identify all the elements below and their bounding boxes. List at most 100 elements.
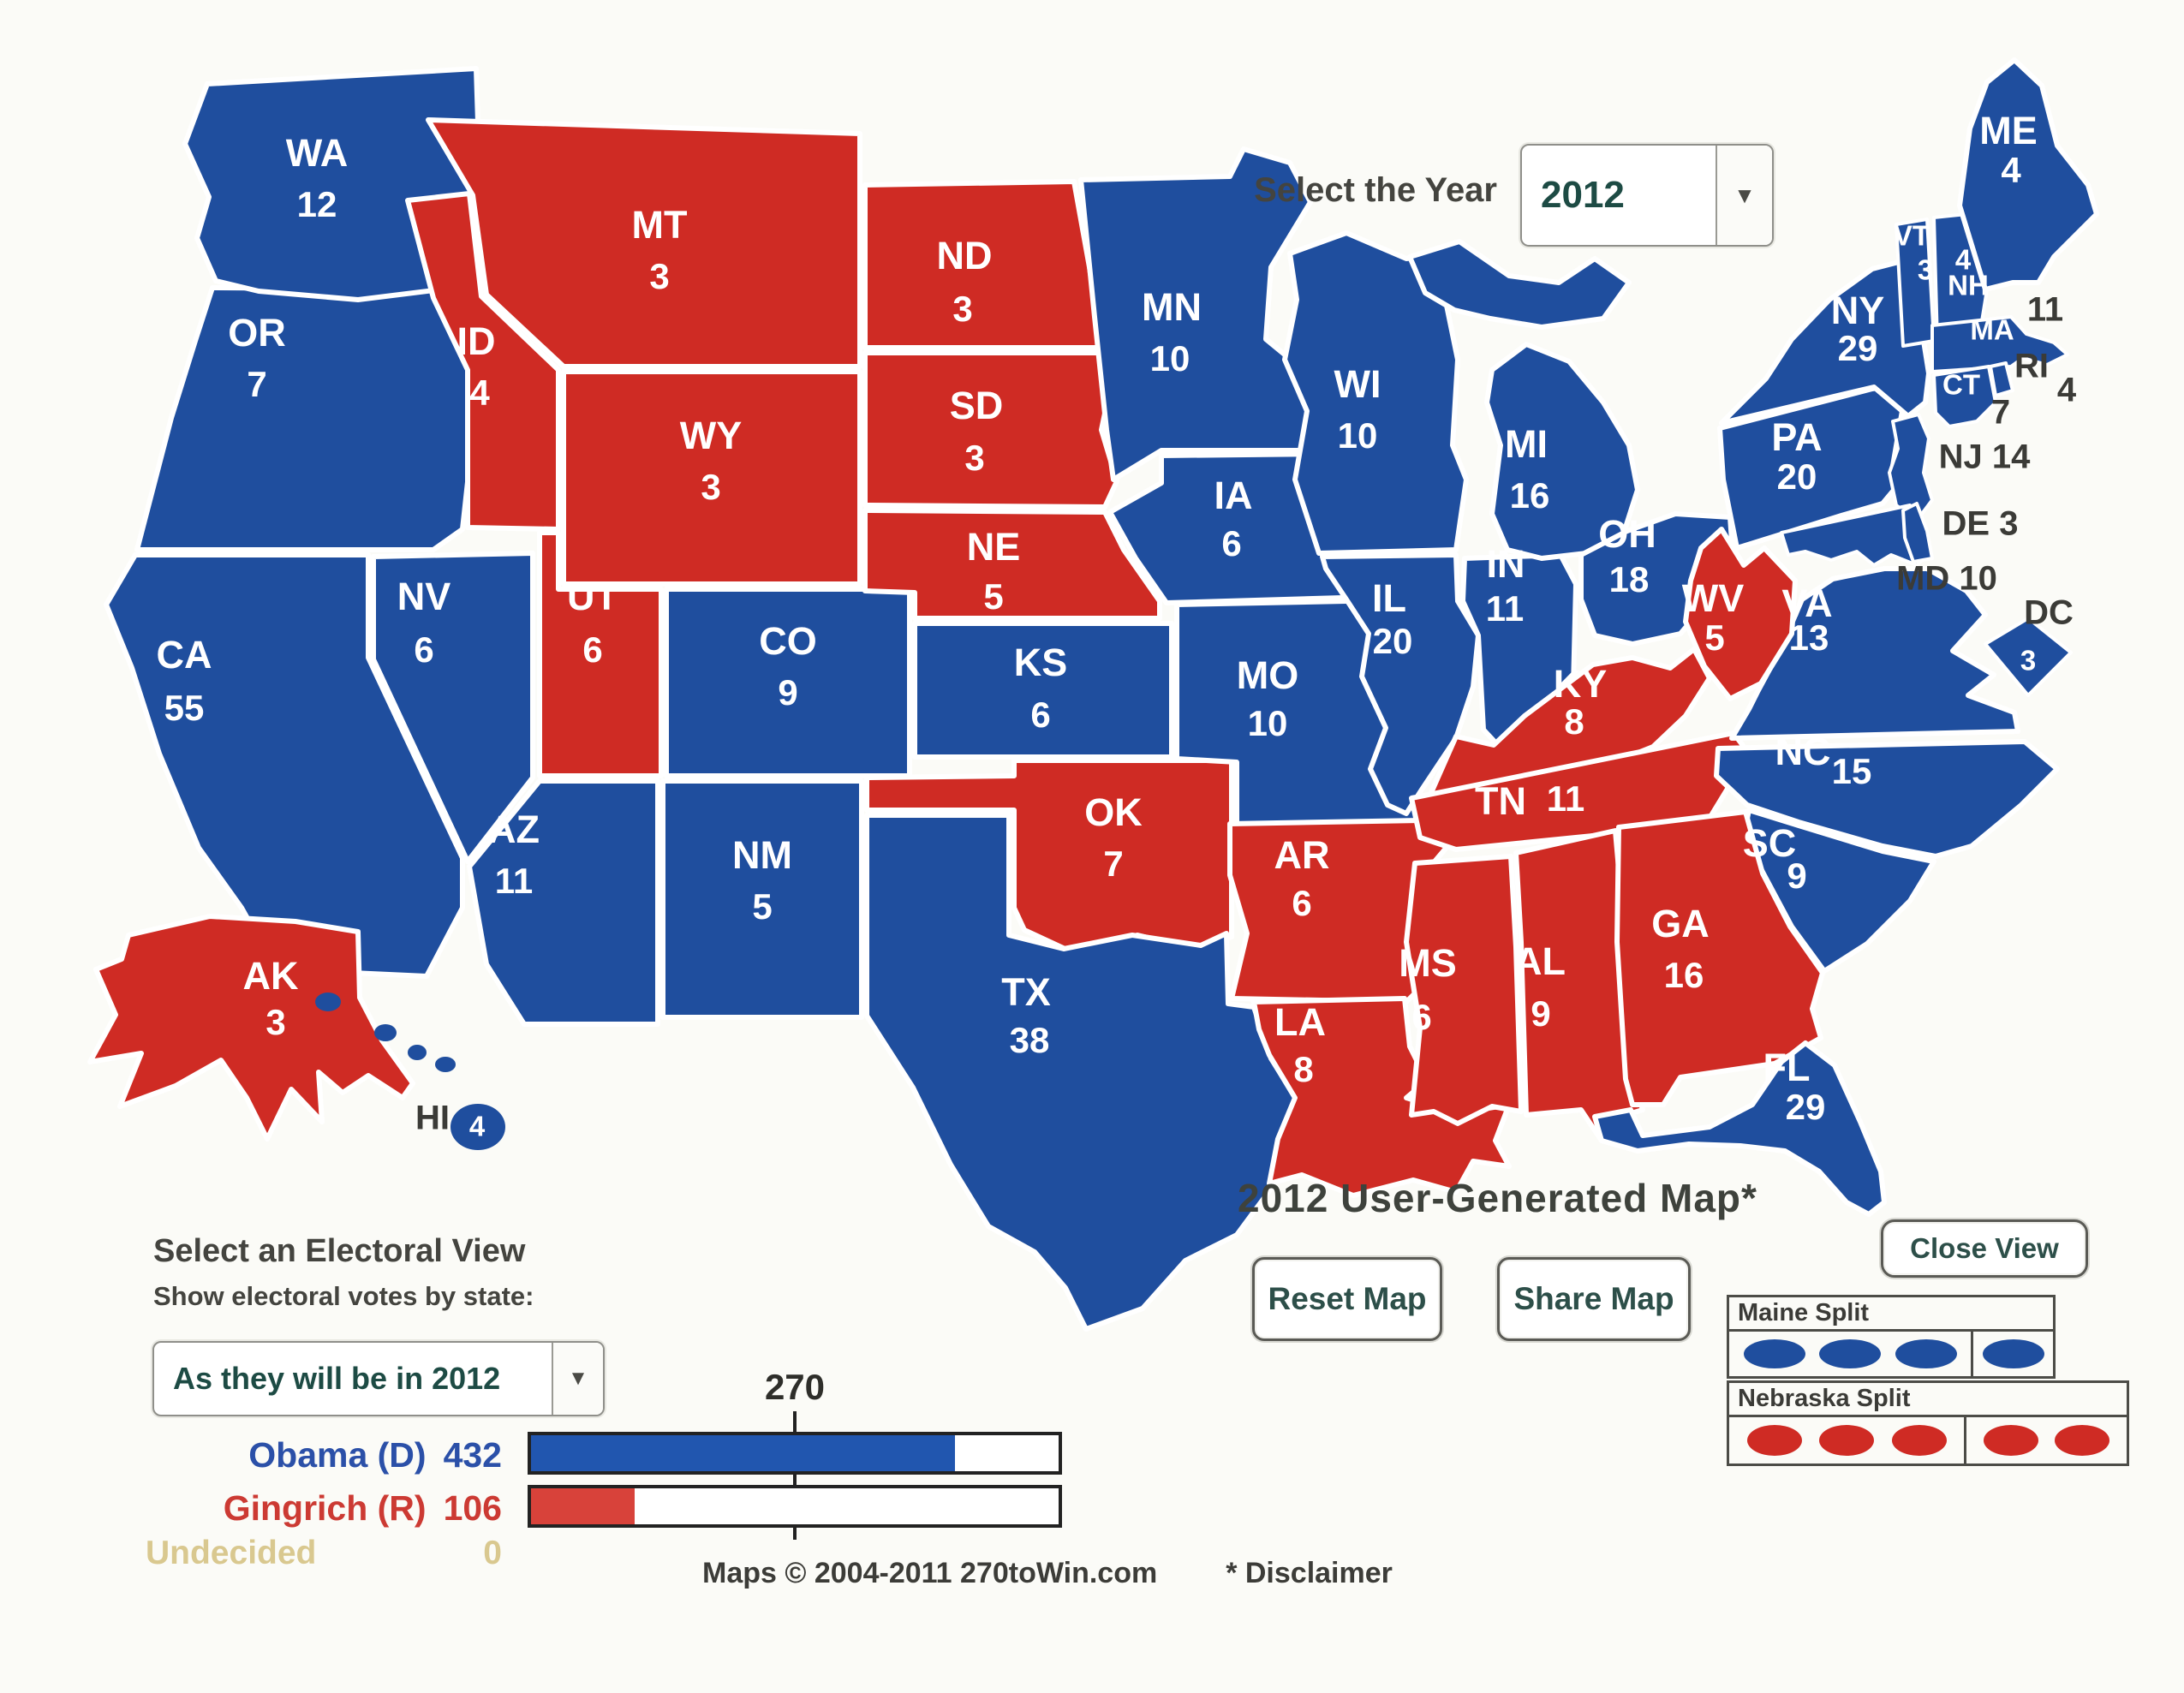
district-oval[interactable]: [1983, 1425, 2038, 1456]
nebraska-split-label: Nebraska Split: [1729, 1383, 2127, 1417]
state-KS[interactable]: [912, 621, 1174, 760]
state-votes-LA: 8: [1293, 1049, 1313, 1089]
state-RI[interactable]: [1989, 361, 2014, 397]
state-votes-WI: 10: [1338, 415, 1378, 456]
state-label-WI: WI: [1334, 362, 1381, 406]
chart-row-obama-d-: Obama (D) 432: [146, 1435, 502, 1475]
candidate-name: Undecided: [146, 1535, 317, 1571]
outside-label-7: 7: [1991, 394, 2010, 432]
state-label-AZ: AZ: [488, 808, 540, 851]
electoral-view-dropdown-arrow-icon[interactable]: ▼: [552, 1343, 603, 1415]
state-label-NC: NC: [1775, 730, 1831, 773]
state-votes-NY: 29: [1838, 328, 1878, 368]
state-MT[interactable]: [426, 117, 862, 369]
electoral-view-dropdown[interactable]: As they will be in 2012 ▼: [152, 1341, 605, 1416]
state-label-WV: WV: [1682, 576, 1745, 620]
footer: Maps © 2004-2011 270toWin.com * Disclaim…: [702, 1557, 1393, 1590]
state-label-GA: GA: [1651, 902, 1710, 945]
state-WY[interactable]: [561, 369, 862, 587]
state-label-TX: TX: [1001, 970, 1051, 1014]
district-oval[interactable]: [1819, 1425, 1874, 1456]
outside-label-DE-3: DE 3: [1942, 505, 2019, 543]
state-NM[interactable]: [660, 778, 864, 1020]
district-oval[interactable]: [1891, 1425, 1947, 1456]
state-votes-IA: 6: [1221, 523, 1241, 563]
state-FL[interactable]: [1592, 1040, 1887, 1217]
state-HI[interactable]: [315, 993, 505, 1150]
state-NC[interactable]: [1714, 739, 2060, 859]
state-votes-SD: 3: [964, 438, 984, 478]
state-votes-NM: 5: [752, 886, 772, 927]
district-oval[interactable]: [1746, 1425, 1802, 1456]
state-label-KY: KY: [1554, 662, 1608, 706]
state-votes-UT: 6: [582, 629, 602, 670]
state-OR[interactable]: [134, 285, 482, 552]
state-label-OK: OK: [1084, 790, 1143, 834]
state-SD[interactable]: [862, 350, 1119, 510]
state-votes-MN: 10: [1150, 338, 1190, 379]
state-VA[interactable]: [1729, 566, 2020, 741]
state-label-MS: MS: [1399, 941, 1457, 985]
state-votes-NC: 15: [1832, 751, 1872, 791]
state-label-MT: MT: [632, 203, 688, 247]
state-votes-CA: 55: [164, 688, 205, 728]
state-label-VA: VA: [1781, 581, 1832, 625]
state-AK[interactable]: [87, 914, 415, 1142]
state-label-PA: PA: [1771, 415, 1822, 459]
state-votes-WY: 3: [701, 467, 720, 507]
district-oval[interactable]: [1895, 1339, 1957, 1368]
maine-split-box: Maine Split: [1727, 1295, 2056, 1379]
state-votes-PA: 20: [1777, 456, 1817, 497]
state-NE[interactable]: [862, 508, 1162, 621]
state-label-MN: MN: [1142, 285, 1202, 329]
state-label-NE: NE: [967, 525, 1021, 569]
district-oval[interactable]: [1982, 1339, 2044, 1368]
year-dropdown[interactable]: 2012 ▼: [1520, 144, 1774, 247]
state-UT[interactable]: [537, 530, 664, 778]
state-votes-HI: 4: [469, 1111, 486, 1142]
state-label-OH: OH: [1598, 512, 1656, 556]
state-NV[interactable]: [371, 551, 535, 864]
state-label-WY: WY: [680, 414, 743, 457]
state-votes-ND: 3: [952, 289, 972, 329]
reset-map-button[interactable]: Reset Map: [1252, 1257, 1442, 1341]
state-votes-IN: 11: [1486, 588, 1524, 629]
state-votes-VA: 13: [1789, 617, 1829, 658]
state-DC[interactable]: [1984, 617, 2073, 697]
district-oval[interactable]: [1743, 1339, 1805, 1368]
district-oval[interactable]: [2055, 1425, 2110, 1456]
outside-label-RI: RI: [2014, 348, 2049, 385]
state-label-KS: KS: [1014, 641, 1068, 684]
candidate-votes: 0: [483, 1535, 502, 1571]
state-label-TN: TN: [1475, 779, 1526, 823]
close-view-button[interactable]: Close View: [1881, 1219, 2088, 1278]
state-votes-GA: 16: [1664, 955, 1704, 995]
state-DE[interactable]: [1901, 502, 1934, 563]
state-votes-AL: 9: [1531, 993, 1550, 1034]
outside-label-NJ-14: NJ 14: [1939, 438, 2031, 476]
year-dropdown-arrow-icon[interactable]: ▼: [1716, 146, 1772, 245]
state-AZ[interactable]: [467, 778, 660, 1027]
state-NJ[interactable]: [1888, 413, 1934, 522]
state-label-ND: ND: [937, 234, 993, 277]
chart-row-undecided: Undecided 0: [146, 1535, 502, 1572]
state-votes-ME: 4: [2001, 150, 2021, 190]
state-ME[interactable]: [1957, 57, 2099, 292]
footer-disclaimer-link[interactable]: * Disclaimer: [1226, 1557, 1393, 1589]
state-label-VT: VT: [1894, 220, 1930, 252]
state-label-LA: LA: [1274, 1000, 1326, 1044]
state-votes-WA: 12: [297, 184, 337, 224]
state-votes-NH: 4: [1955, 244, 1972, 276]
state-MS[interactable]: [1404, 854, 1524, 1126]
year-dropdown-value: 2012: [1541, 174, 1625, 216]
state-ID[interactable]: [405, 191, 561, 532]
state-label-MI: MI: [1505, 422, 1548, 466]
state-label-NH: NH: [1948, 270, 1989, 301]
state-WV[interactable]: [1683, 527, 1798, 701]
nebraska-split-box: Nebraska Split: [1727, 1380, 2129, 1466]
share-map-button[interactable]: Share Map: [1497, 1257, 1691, 1341]
state-votes-AR: 6: [1292, 883, 1311, 923]
district-oval[interactable]: [1819, 1339, 1881, 1368]
state-NY[interactable]: [1719, 254, 1931, 426]
